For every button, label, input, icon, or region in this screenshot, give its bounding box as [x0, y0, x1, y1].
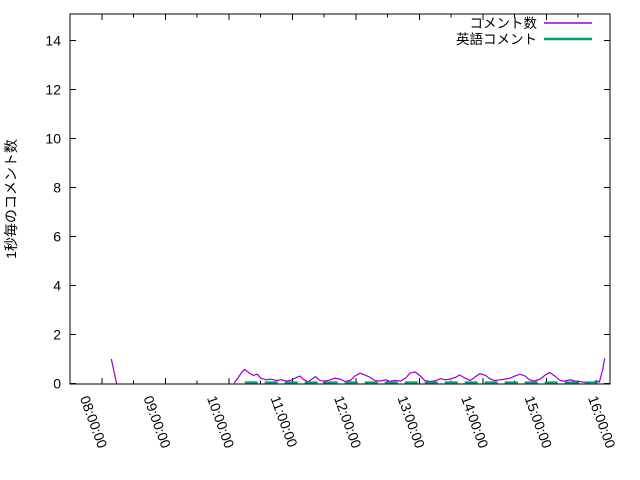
y-tick-label: 2 — [53, 327, 61, 343]
x-tick-label: 16:00:00 — [585, 394, 619, 451]
y-tick-label: 14 — [45, 33, 61, 49]
y-axis-title: 1秒毎のコメント数 — [3, 139, 19, 259]
legend-label-0: コメント数 — [470, 16, 538, 31]
y-tick-label: 10 — [45, 131, 61, 147]
y-tick-label: 12 — [45, 82, 61, 98]
y-tick-label: 4 — [53, 278, 61, 294]
plot-border — [69, 13, 611, 385]
x-tick-label: 09:00:00 — [140, 394, 174, 451]
y-tick-label: 0 — [53, 376, 61, 392]
x-tick-label: 13:00:00 — [395, 394, 429, 451]
x-tick-label: 10:00:00 — [204, 394, 238, 451]
y-tick-label: 8 — [53, 180, 61, 196]
x-tick-label: 12:00:00 — [331, 394, 365, 451]
x-tick-label: 14:00:00 — [458, 394, 492, 451]
legend-label-1: 英語コメント — [456, 31, 537, 47]
y-tick-label: 6 — [53, 229, 61, 245]
x-tick-label: 11:00:00 — [268, 394, 301, 450]
x-tick-label: 08:00:00 — [77, 394, 111, 451]
series-line-0 — [110, 358, 606, 385]
x-tick-label: 15:00:00 — [522, 394, 556, 451]
